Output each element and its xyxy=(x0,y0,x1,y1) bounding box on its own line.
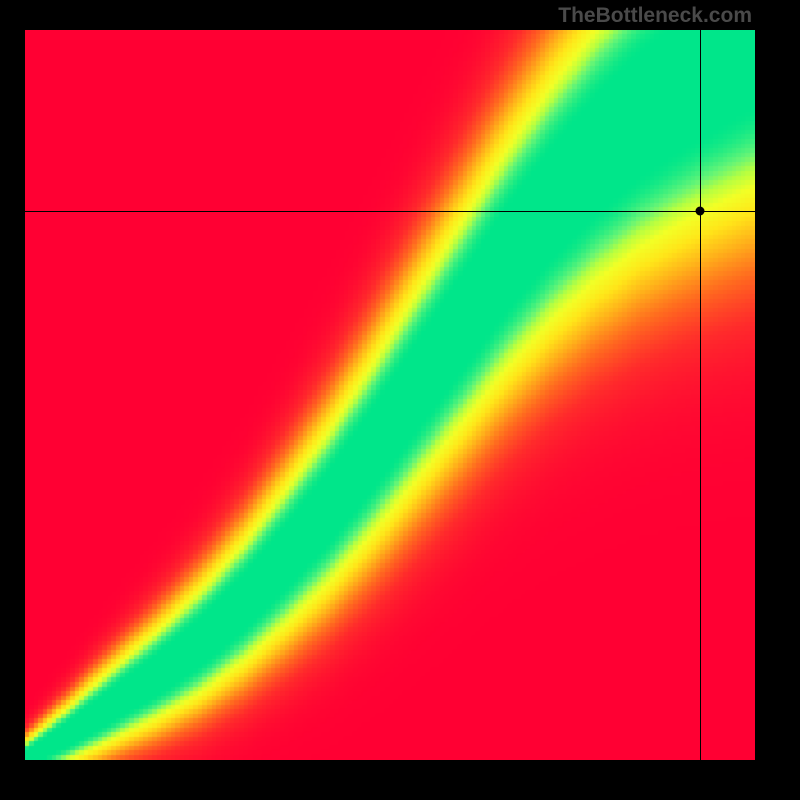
crosshair-marker-dot xyxy=(695,207,704,216)
heatmap-canvas xyxy=(25,30,755,760)
watermark-text: TheBottleneck.com xyxy=(558,4,752,28)
crosshair-horizontal xyxy=(25,211,755,212)
heatmap-plot xyxy=(25,30,755,760)
crosshair-vertical xyxy=(700,30,701,760)
